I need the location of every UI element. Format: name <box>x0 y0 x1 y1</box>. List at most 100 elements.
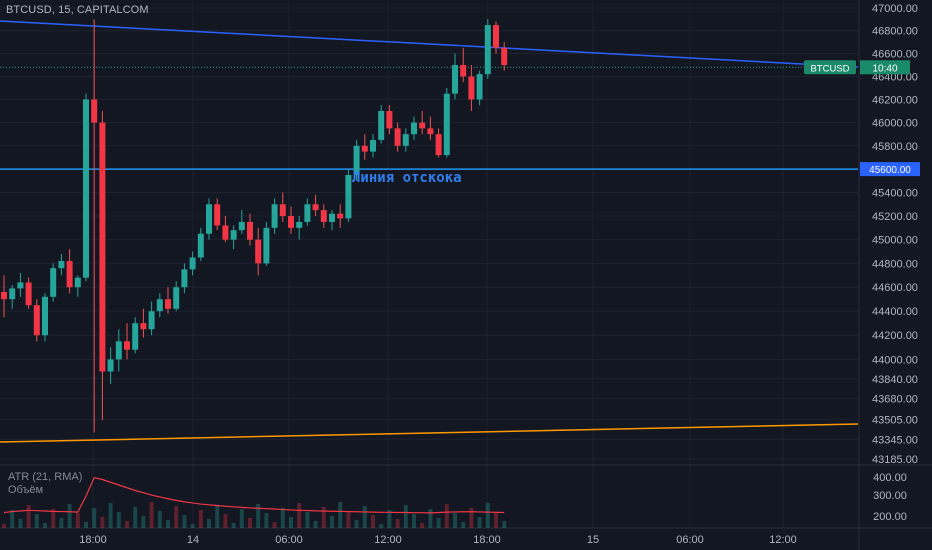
volume-bar <box>305 512 310 528</box>
volume-bar <box>453 513 457 528</box>
candle-body <box>255 239 262 264</box>
candle-body <box>99 122 106 372</box>
volume-bar <box>280 508 285 528</box>
volume-bar <box>141 516 146 528</box>
candle-body <box>279 204 286 217</box>
volume-bar <box>362 506 367 528</box>
atr-tick-label: 200.00 <box>873 511 907 523</box>
bounce-line-label: Линия отскока <box>352 170 462 186</box>
price-tick-label: 45400.00 <box>872 188 918 200</box>
candle-body <box>74 277 81 288</box>
candle-body <box>312 204 319 211</box>
candle-body <box>402 134 409 146</box>
volume-bar <box>469 508 474 528</box>
atr-indicator-label[interactable]: ATR (21, RMA) <box>8 471 83 483</box>
top-trendline[interactable] <box>0 20 859 68</box>
volume-bar <box>494 512 498 528</box>
volume-bar <box>321 507 326 528</box>
volume-bar <box>166 520 170 528</box>
volume-bar <box>256 504 261 528</box>
candle-body <box>42 296 48 336</box>
candle-body <box>484 25 491 75</box>
candle-body <box>353 145 360 175</box>
volume-bar <box>371 515 375 528</box>
candle-body <box>107 359 114 372</box>
price-tags: BTCUSD 10:40 45600.00 <box>804 60 920 177</box>
volume-bar <box>461 522 466 528</box>
candle-body <box>320 210 327 222</box>
volume-bar <box>84 522 88 528</box>
candle-body <box>296 221 303 228</box>
candle-body <box>501 47 508 65</box>
symbol-title: BTCUSD, 15, CAPITALCOM <box>6 4 149 16</box>
price-tick-label: 44800.00 <box>872 258 918 270</box>
volume-bar <box>395 519 400 528</box>
candle-body <box>263 227 270 264</box>
volume-bar <box>182 515 187 528</box>
candle-body <box>58 261 65 269</box>
volume-bar <box>354 520 359 528</box>
price-tick-label: 44400.00 <box>872 306 918 318</box>
candle-body <box>271 204 278 228</box>
price-tick-label: 46400.00 <box>872 71 918 83</box>
symbol-tag-label: BTCUSD <box>810 63 849 74</box>
candle-body <box>427 128 434 135</box>
volume-bar <box>51 509 56 528</box>
volume-bar <box>477 517 482 528</box>
candle-body <box>238 221 245 231</box>
volume-bar <box>108 503 113 528</box>
volume-bar <box>338 502 343 528</box>
bottom-trendline[interactable] <box>0 423 859 443</box>
price-tick-label: 43185.00 <box>872 454 918 466</box>
candle-body <box>173 287 180 309</box>
candle-body <box>206 204 212 234</box>
volume-bar <box>297 503 302 528</box>
volume-bar <box>289 517 293 528</box>
volume-bar <box>43 523 47 528</box>
candle-body <box>140 323 147 330</box>
volume-bar <box>403 505 408 528</box>
candle-body <box>9 288 16 300</box>
price-axis[interactable]: 47000.00 46800.00 46600.00 46400.00 46200.00… <box>872 3 918 523</box>
price-tick-label: 46600.00 <box>872 49 918 61</box>
candle-body <box>222 225 229 240</box>
atr-tick-label: 400.00 <box>873 472 907 484</box>
last-price-tag <box>860 60 910 75</box>
candle-body <box>345 174 352 219</box>
candle-body <box>476 74 483 100</box>
candle-body <box>468 76 475 100</box>
volume-bar <box>215 505 220 528</box>
time-axis[interactable]: 18:00 14 06:00 12:00 18:00 15 06:00 12:00 <box>79 534 797 546</box>
candle-body <box>181 269 188 288</box>
candle-body <box>214 204 221 226</box>
time-tick-label: 06:00 <box>275 534 303 546</box>
price-tick-label: 44000.00 <box>872 354 918 366</box>
volume-bar <box>420 523 425 528</box>
volume-bar <box>125 521 129 528</box>
candle-body <box>361 145 368 152</box>
candle-body <box>148 311 155 330</box>
price-tick-label: 45800.00 <box>872 141 918 153</box>
time-tick-label: 18:00 <box>473 534 501 546</box>
price-tick-label: 45200.00 <box>872 211 918 223</box>
price-tick-label: 47000.00 <box>872 3 918 15</box>
volume-bar <box>379 524 384 528</box>
atr-tick-label: 300.00 <box>873 490 907 502</box>
price-tick-label: 44200.00 <box>872 330 918 342</box>
volume-bar <box>133 507 138 528</box>
symbol-tag <box>804 60 856 75</box>
volume-indicator-label[interactable]: Объём <box>8 484 44 496</box>
candle-body <box>165 299 171 309</box>
volume-bar <box>10 510 15 528</box>
volume-bar <box>248 518 252 528</box>
candle-body <box>115 341 122 360</box>
volume-bar <box>387 510 392 528</box>
last-price-tag-label: 10:40 <box>872 63 897 74</box>
volume-bar <box>198 510 203 528</box>
volume-bar <box>116 512 121 528</box>
candlestick-series <box>1 19 508 433</box>
price-tick-label: 46200.00 <box>872 94 918 106</box>
volume-bar <box>26 505 31 528</box>
candle-body <box>493 25 499 48</box>
